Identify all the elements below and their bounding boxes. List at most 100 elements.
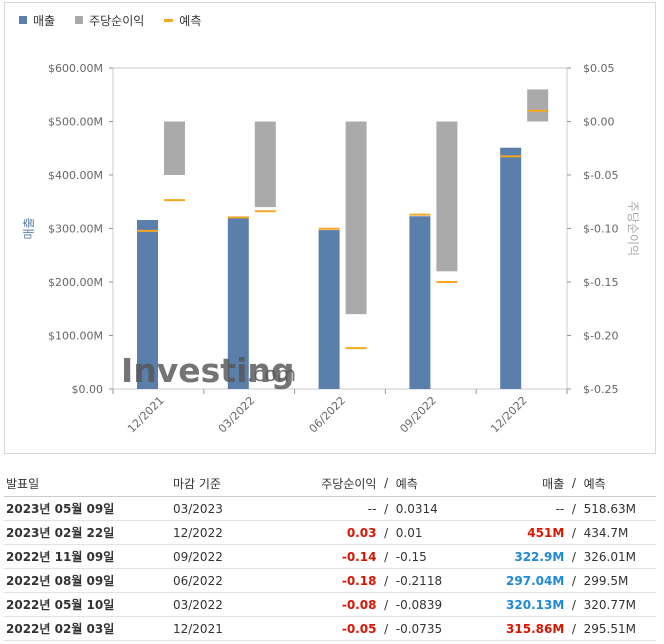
- left-axis-label: 매출: [22, 217, 36, 239]
- row-revenue-forecast: 434.7M: [581, 520, 656, 545]
- right-axis-tick-label: $-0.10: [583, 223, 618, 236]
- row-eps-forecast: -0.0735: [393, 616, 483, 641]
- row-eps: --: [270, 496, 379, 521]
- row-revenue-forecast: 299.5M: [581, 568, 656, 593]
- legend-item-forecast[interactable]: 예측: [164, 12, 201, 29]
- legend-item-revenue[interactable]: 매출: [19, 12, 55, 29]
- left-axis-tick-label: $100.00M: [48, 330, 103, 343]
- chart-panel: 매출 주당순이익 예측 $0.00 $100.00M $200.00M $300.00…: [4, 2, 656, 454]
- x-axis-category-label: 12/2021: [125, 394, 167, 436]
- left-axis-tick-label: $600.00M: [48, 62, 103, 75]
- legend-label-forecast: 예측: [179, 13, 202, 28]
- header-eps-slash: /: [378, 470, 394, 497]
- row-eps-slash: /: [378, 568, 394, 593]
- row-rev-slash: /: [566, 616, 582, 641]
- revenue-bar: [500, 147, 522, 389]
- header-eps[interactable]: 주당순이익: [270, 470, 379, 497]
- row-eps: -0.14: [270, 544, 379, 569]
- row-period: 06/2022: [170, 568, 271, 593]
- row-eps-slash: /: [378, 544, 394, 569]
- investing-watermark-brand: Investing: [121, 351, 295, 390]
- revenue-bar: [227, 217, 249, 389]
- eps-bar: [254, 121, 276, 208]
- eps-bar: [345, 121, 367, 315]
- row-eps: 0.03: [270, 520, 379, 545]
- eps-bar: [436, 121, 458, 272]
- left-axis-tick-label: $0.00: [72, 383, 104, 396]
- left-axis-tick-label: $400.00M: [48, 169, 103, 182]
- earnings-chart: $0.00 $100.00M $200.00M $300.00M $400.00M $50…: [22, 62, 640, 436]
- revenue-bar: [318, 230, 340, 389]
- row-eps: -0.08: [270, 592, 379, 617]
- right-axis-tick-label: $-0.25: [583, 383, 618, 396]
- row-rev-slash: /: [566, 544, 582, 569]
- header-date[interactable]: 발표일: [4, 470, 171, 497]
- x-axis-category-label: 12/2022: [488, 394, 530, 436]
- legend-label-eps: 주당순이익: [89, 13, 145, 28]
- row-period: 03/2022: [170, 592, 271, 617]
- row-date: 2022년 11월 09일: [4, 544, 171, 569]
- right-axis-tick-label: $-0.15: [583, 276, 618, 289]
- row-revenue-forecast: 320.77M: [581, 592, 656, 617]
- left-axis-tick-label: $200.00M: [48, 276, 103, 289]
- row-eps-forecast: 0.0314: [393, 496, 483, 521]
- row-revenue: 315.86M: [482, 616, 567, 641]
- left-axis-tick-label: $500.00M: [48, 116, 103, 129]
- legend-label-revenue: 매출: [33, 13, 56, 28]
- eps-bar: [527, 89, 549, 122]
- row-rev-slash: /: [566, 568, 582, 593]
- row-date: 2022년 05월 10일: [4, 592, 171, 617]
- chart-legend: 매출 주당순이익 예측: [19, 11, 221, 29]
- header-rev-slash: /: [566, 470, 582, 497]
- header-eps-forecast[interactable]: 예측: [393, 470, 483, 497]
- row-revenue: 451M: [482, 520, 567, 545]
- row-period: 03/2023: [170, 496, 271, 521]
- row-eps-slash: /: [378, 616, 394, 641]
- row-revenue: 320.13M: [482, 592, 567, 617]
- header-period[interactable]: 마감 기준: [170, 470, 271, 497]
- investing-watermark-suffix: .com: [247, 362, 296, 386]
- plot-area: [112, 67, 568, 390]
- table-row: 2022년 02월 03일 12/2021 -0.05/-0.0735 315.86M…: [4, 616, 656, 641]
- table-row: 2022년 05월 10일 03/2022 -0.08/-0.0839 320.13M…: [4, 592, 656, 617]
- row-eps-forecast: -0.2118: [393, 568, 483, 593]
- table-body: 2023년 05월 09일 03/2023 --/0.0314 --/518.63M 2…: [4, 496, 656, 641]
- row-revenue-forecast: 295.51M: [581, 616, 656, 641]
- row-eps-slash: /: [378, 520, 394, 545]
- legend-swatch-eps: [75, 16, 84, 24]
- right-axis-tick-label: $-0.20: [583, 330, 618, 343]
- row-date: 2023년 05월 09일: [4, 496, 171, 521]
- row-period: 12/2022: [170, 520, 271, 545]
- header-revenue-forecast[interactable]: 예측: [581, 470, 656, 497]
- revenue-bar: [137, 220, 158, 389]
- eps-bar: [164, 121, 185, 175]
- row-eps-forecast: -0.0839: [393, 592, 483, 617]
- earnings-table-wrap: 발표일 마감 기준 주당순이익 / 예측 매출 / 예측 2023년 05월 0…: [4, 470, 656, 641]
- row-rev-slash: /: [566, 496, 582, 521]
- header-revenue[interactable]: 매출: [482, 470, 567, 497]
- row-revenue: --: [482, 496, 567, 521]
- table-header-row: 발표일 마감 기준 주당순이익 / 예측 매출 / 예측: [4, 470, 656, 497]
- row-period: 09/2022: [170, 544, 271, 569]
- left-axis-tick-label: $300.00M: [48, 223, 103, 236]
- right-axis-tick-label: $0.00: [583, 116, 615, 129]
- table-row: 2022년 08월 09일 06/2022 -0.18/-0.2118 297.04M…: [4, 568, 656, 593]
- legend-swatch-revenue: [19, 16, 27, 24]
- right-axis-tick-label: $0.05: [583, 62, 615, 75]
- x-axis-category-label: 06/2022: [307, 394, 349, 436]
- row-eps-slash: /: [378, 592, 394, 617]
- table-row: 2022년 11월 09일 09/2022 -0.14/-0.15 322.9M/32…: [4, 544, 656, 569]
- legend-swatch-forecast: [164, 18, 174, 22]
- row-eps: -0.05: [270, 616, 379, 641]
- row-rev-slash: /: [566, 520, 582, 545]
- row-date: 2022년 02월 03일: [4, 616, 171, 641]
- row-revenue-forecast: 518.63M: [581, 496, 656, 521]
- row-revenue: 322.9M: [482, 544, 567, 569]
- row-revenue-forecast: 326.01M: [581, 544, 656, 569]
- row-period: 12/2021: [170, 616, 271, 641]
- row-eps-forecast: -0.15: [393, 544, 483, 569]
- legend-item-eps[interactable]: 주당순이익: [75, 12, 144, 29]
- table-row: 2023년 05월 09일 03/2023 --/0.0314 --/518.63M: [4, 496, 656, 521]
- row-eps: -0.18: [270, 568, 379, 593]
- x-axis-category-label: 09/2022: [397, 394, 439, 436]
